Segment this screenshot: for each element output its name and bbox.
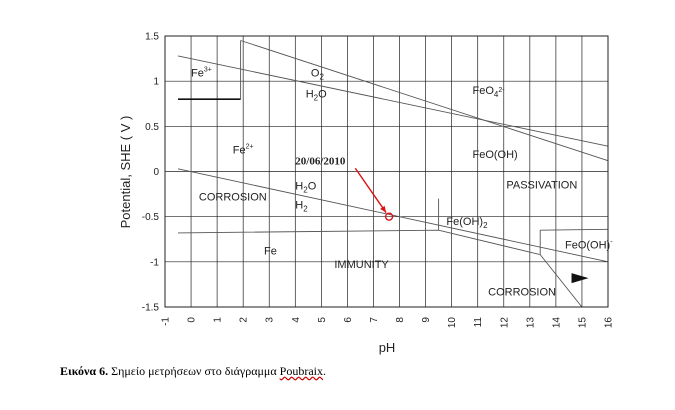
- x-tick-label: 15: [577, 317, 588, 329]
- region-label: H2O: [306, 88, 327, 102]
- region-labels: Fe3+ O2 H2O FeO42- Fe2+ FeO(OH) H2O H2 CORROSION…: [191, 67, 613, 299]
- measurement-annotation: 20/06/2010: [295, 155, 589, 284]
- region-label: CORROSION: [199, 191, 267, 203]
- x-tick-label: 12: [499, 317, 510, 329]
- y-tick-label: 0.5: [145, 122, 159, 133]
- y-tick-label: 1: [153, 77, 159, 88]
- region-label: CORROSION: [488, 286, 556, 298]
- plot-frame: [164, 35, 609, 308]
- figure-caption: Εικόνα 6. Σημείο μετρήσεων στο διάγραμμα…: [60, 364, 326, 379]
- direction-arrow: [571, 273, 589, 284]
- region-label: Fe3+: [191, 67, 212, 80]
- measurement-point: [384, 212, 394, 221]
- x-tick-label: 8: [395, 317, 406, 323]
- boundary-line: [177, 55, 609, 147]
- caption-end: .: [323, 364, 326, 378]
- region-label: O2: [311, 68, 325, 82]
- plot-border: [164, 35, 609, 308]
- tick-labels: 1.510.50-0.5-1-1.5-1 0 1 2 3 4 5 6 7 8 9 10 11 12 13 14…: [142, 32, 615, 329]
- region-label: Fe(OH)2: [446, 216, 488, 230]
- x-tick-label: 4: [291, 317, 302, 323]
- region-label: FeO42-: [472, 85, 505, 99]
- y-tick-label: 0: [153, 167, 159, 178]
- y-tick-label: -1.5: [142, 303, 160, 314]
- x-tick-label: 9: [421, 317, 432, 323]
- measurement-arrow: [354, 167, 387, 214]
- y-tick-label: 1.5: [145, 32, 159, 43]
- region-label: IMMUNITY: [334, 259, 389, 271]
- boundary-line: [540, 228, 609, 231]
- x-tick-label: 11: [473, 317, 484, 328]
- region-label: H2O: [295, 181, 316, 195]
- x-tick-label: 1: [213, 317, 224, 323]
- x-tick-label: 0: [187, 317, 198, 323]
- region-label: Fe2+: [233, 143, 254, 156]
- region-label: H2: [295, 200, 308, 214]
- caption-link[interactable]: Poubraix: [279, 364, 323, 378]
- region-label: FeO(OH): [472, 149, 517, 161]
- y-tick-label: -1: [150, 257, 159, 268]
- caption-label: Εικόνα 6.: [60, 364, 109, 378]
- x-tick-label: 2: [239, 317, 250, 323]
- x-tick-label: 10: [447, 317, 458, 329]
- region-label: FeO(OH)-: [565, 238, 613, 251]
- boundary-line: [177, 229, 583, 308]
- x-tick-label: 16: [604, 317, 615, 329]
- boundary-line: [240, 40, 609, 162]
- x-axis-title: pH: [379, 340, 396, 355]
- x-tick-label: -1: [161, 317, 172, 326]
- x-tick-label: 6: [343, 317, 354, 323]
- y-tick-label: -0.5: [142, 212, 160, 223]
- x-tick-label: 13: [525, 317, 536, 329]
- x-tick-label: 14: [551, 317, 562, 329]
- region-label: PASSIVATION: [506, 180, 577, 192]
- series-lines: [177, 40, 609, 308]
- x-tick-label: 3: [265, 317, 276, 323]
- measurement-arrowhead: [380, 205, 387, 213]
- measurement-date-label: 20/06/2010: [295, 155, 346, 167]
- region-label: Fe: [264, 246, 277, 258]
- x-tick-label: 5: [317, 317, 328, 323]
- x-tick-label: 7: [369, 317, 380, 323]
- y-axis-title: Potential, SHE ( V ): [118, 116, 133, 229]
- caption-text: Σημείο μετρήσεων στο διάγραμμα: [111, 364, 277, 378]
